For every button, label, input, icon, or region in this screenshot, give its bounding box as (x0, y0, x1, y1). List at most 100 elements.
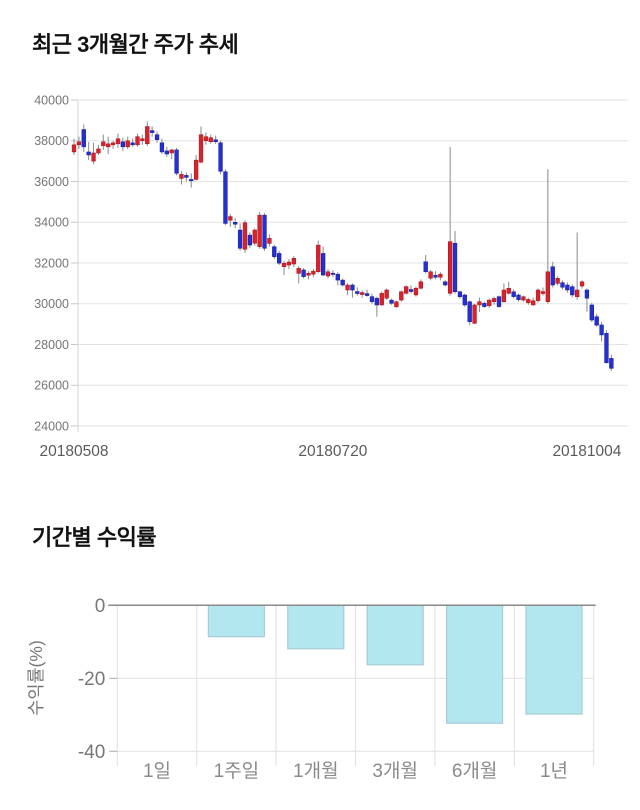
candle (169, 148, 174, 160)
candle-body (184, 175, 189, 178)
candle-body (115, 138, 121, 145)
candle (120, 137, 125, 151)
candle (521, 295, 526, 302)
returns-chart-title: 기간별 수익률 (32, 525, 157, 550)
candle-body (120, 141, 125, 148)
candle-body (423, 261, 428, 273)
candle-body (252, 229, 257, 244)
candle (252, 228, 257, 246)
candle (223, 169, 228, 226)
candle-body (457, 291, 463, 297)
candle-body (433, 274, 438, 278)
y-axis-label: 34000 (34, 216, 69, 230)
candle-body (130, 142, 135, 146)
candle-body (257, 214, 262, 247)
y-axis-label: -40 (78, 742, 105, 763)
candle (389, 298, 394, 305)
candle (394, 300, 399, 308)
candle (277, 250, 282, 266)
candle-body (277, 253, 282, 264)
candle-body (198, 134, 204, 163)
candle (228, 214, 233, 227)
y-axis-label: 40000 (34, 93, 69, 107)
candle-body (579, 281, 585, 287)
return-bar (446, 604, 504, 724)
candle-body (179, 174, 184, 179)
candle-body (447, 241, 453, 294)
candle (550, 261, 555, 288)
return-bar (287, 604, 345, 650)
candle (296, 266, 301, 284)
candle-body (237, 229, 243, 249)
y-axis-label: 30000 (34, 297, 69, 311)
candle-body (345, 284, 350, 291)
candle-body (242, 222, 248, 250)
candle (423, 255, 428, 274)
candle (242, 220, 248, 253)
candle-body (501, 289, 507, 302)
candle (115, 133, 121, 148)
candle (482, 301, 487, 308)
candle-body (154, 134, 160, 140)
candle (604, 330, 609, 364)
candle-body (584, 289, 590, 299)
candle (193, 155, 199, 181)
candle (408, 285, 414, 294)
candle-body (540, 291, 546, 294)
candle-body (208, 137, 213, 143)
candle (355, 287, 360, 296)
candle (467, 300, 472, 326)
candle (330, 270, 336, 278)
candle (594, 313, 599, 327)
candle-body (472, 304, 477, 324)
candle-body (76, 141, 82, 146)
candle-body (335, 273, 340, 281)
x-axis-label: 20180508 (40, 443, 109, 460)
candle (364, 289, 370, 297)
candle (399, 290, 404, 302)
candle (535, 288, 541, 303)
returns-grid: 0 -20 -40 (78, 596, 595, 766)
candle-body (272, 246, 277, 257)
candle (340, 278, 345, 287)
x-category-label: 1주일 (214, 760, 260, 782)
candle (452, 231, 458, 294)
candle-body (174, 149, 179, 174)
candle (531, 297, 536, 306)
candle (379, 291, 384, 306)
x-category-label: 1년 (540, 760, 568, 782)
candle (345, 283, 350, 295)
candle (130, 138, 135, 147)
candle (516, 293, 521, 302)
candle (316, 240, 321, 274)
candle (189, 173, 194, 188)
candle-body (150, 130, 155, 133)
y-axis-title: 수익률(%) (26, 640, 46, 716)
candle (257, 212, 262, 249)
candle-body (526, 299, 531, 303)
candle-body (355, 291, 360, 294)
candle (384, 288, 389, 300)
candle (526, 297, 531, 305)
returns-bar-chart: 0 -20 -40 1일 1주일 1개월 3개월 6개월 1년 수익률(%) (26, 596, 596, 782)
candle (106, 136, 111, 154)
y-axis-label: 24000 (34, 419, 69, 433)
candle (91, 142, 96, 165)
candle-body (467, 301, 472, 322)
candle (320, 246, 326, 277)
candle-body (418, 281, 423, 289)
y-axis-label: 32000 (34, 256, 69, 270)
candle (96, 144, 101, 156)
candle-body (262, 214, 267, 249)
candle (86, 141, 91, 161)
candle (218, 140, 223, 175)
candle-body (340, 279, 345, 286)
y-axis-label: 0 (95, 596, 106, 617)
candle-body (316, 244, 321, 273)
candle-body (159, 142, 165, 153)
candle (589, 302, 594, 323)
candle (428, 270, 433, 281)
candle-body (413, 288, 419, 296)
candle-body (125, 140, 130, 148)
candle (462, 293, 467, 307)
